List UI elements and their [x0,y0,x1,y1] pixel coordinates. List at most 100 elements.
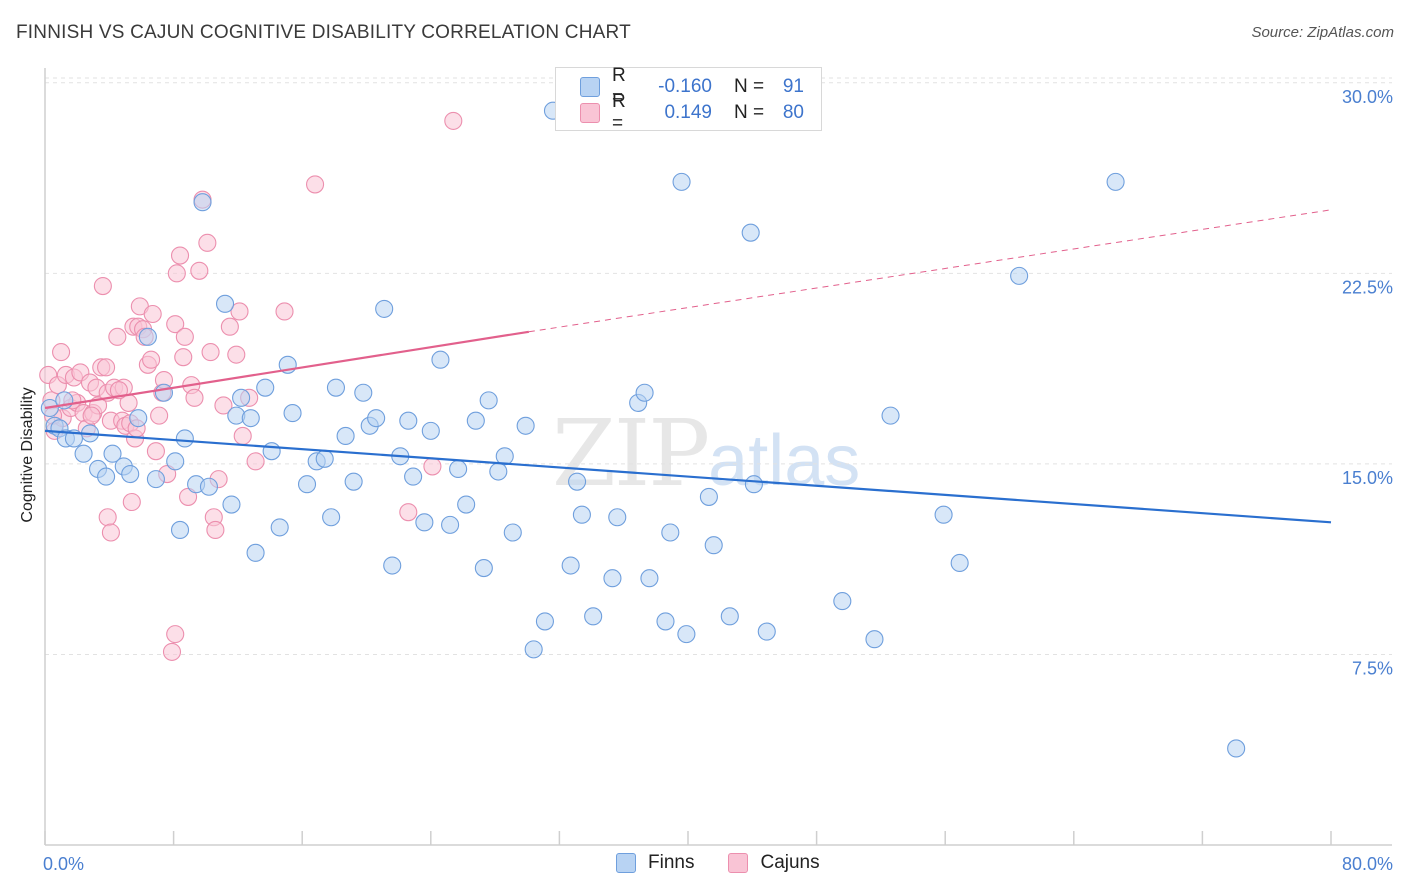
finns-point [672,172,691,191]
cajuns-trend-extension [528,209,1332,333]
n-value: 91 [782,76,804,97]
finns-point [367,409,386,428]
finns-point [699,487,718,506]
finns-point [635,383,654,402]
finns-point [603,569,622,588]
finns-point [315,449,334,468]
cajuns-point [220,317,239,336]
finns-point [354,383,373,402]
finns-point [568,472,587,491]
cajuns-point [214,396,233,415]
grid-lines [45,77,1392,655]
finns-point [336,426,355,445]
finns-point [399,411,418,430]
cajuns-point [246,452,265,471]
cajuns-point [108,327,127,346]
finns-point [524,640,543,659]
cajuns-point [190,261,209,280]
cajuns-point [306,175,325,194]
finns-point [232,388,251,407]
finns-point [262,442,281,461]
finns-point [656,612,675,631]
cajuns-point [170,246,190,265]
cajuns-point [166,315,185,334]
x-tick-label: 0.0% [43,854,84,874]
cajuns-point [167,264,186,283]
finns-point [950,553,969,573]
cajuns-point [166,625,185,644]
finns-point [415,513,434,532]
n-value: 80 [782,102,804,123]
finns-point [503,523,522,542]
finns-point [215,294,235,313]
legend-item-finns[interactable]: Finns [616,852,694,874]
finns-point [121,465,140,484]
correlation-legend: R = -0.160 N = 91 R = 0.149 N = 80 [555,65,822,134]
legend-item-cajuns[interactable]: Cajuns [728,852,820,874]
cajuns-point [109,381,128,400]
cajuns-point [142,350,161,369]
x-tick-label: 80.0% [1342,854,1393,874]
cajuns-point [206,520,225,540]
finns-point [166,452,185,471]
cajuns-point [444,111,463,130]
finns-point [246,543,265,562]
finns-point [222,495,241,514]
cajuns-point [97,358,116,377]
finns-point [584,607,603,626]
cajuns-point [146,442,165,461]
finns-point [744,475,763,494]
legend-label-finns: Finns [648,852,695,873]
finns-point [449,459,468,479]
finns-point [74,444,93,463]
finns-point [466,411,485,430]
cajuns-point [227,345,246,364]
finns-point [457,495,476,514]
cajuns-point [150,406,169,425]
n-label: N = [734,76,765,97]
finns-point [495,447,514,466]
finns-point [193,193,212,212]
finns-point [256,378,275,397]
axes [44,68,1392,846]
y-tick-label: 15.0% [1342,468,1393,488]
cajuns-points [39,111,463,661]
finns-point [865,630,884,649]
chart-title: FINNISH VS CAJUN COGNITIVE DISABILITY CO… [16,22,631,43]
cajuns-point [201,343,220,362]
finns-point [97,467,116,486]
finns-point [640,569,659,588]
finns-point [103,444,122,463]
finns-point [270,518,289,537]
finns-point [146,470,165,489]
finns-point [1227,739,1246,758]
series-legend: Finns Cajuns [616,852,854,874]
finns-swatch [616,853,636,873]
finns-point [175,429,194,448]
finns-point [1106,172,1125,191]
r-label: R = [612,65,626,108]
finns-swatch [580,77,600,97]
cajuns-point [122,492,141,512]
finns-point [479,391,498,410]
finns-point [489,462,508,481]
finns-point [441,515,460,534]
finns-point [170,520,190,540]
cajuns-point [174,348,193,367]
finns-point [474,559,493,578]
cajuns-point [98,508,117,527]
cajuns-point [423,457,442,476]
finns-point [322,508,341,527]
trend-lines [44,209,1332,524]
finns-point [138,327,157,346]
finns-point [833,592,852,611]
cajuns-point [52,343,71,362]
r-value: -0.160 [658,76,712,97]
finns-point [129,409,148,428]
finns-point [535,612,554,631]
y-tick-label: 22.5% [1342,277,1393,297]
finns-point [572,505,591,524]
r-label: R = [612,91,626,134]
source-label: Source: ZipAtlas.com [1251,24,1394,41]
